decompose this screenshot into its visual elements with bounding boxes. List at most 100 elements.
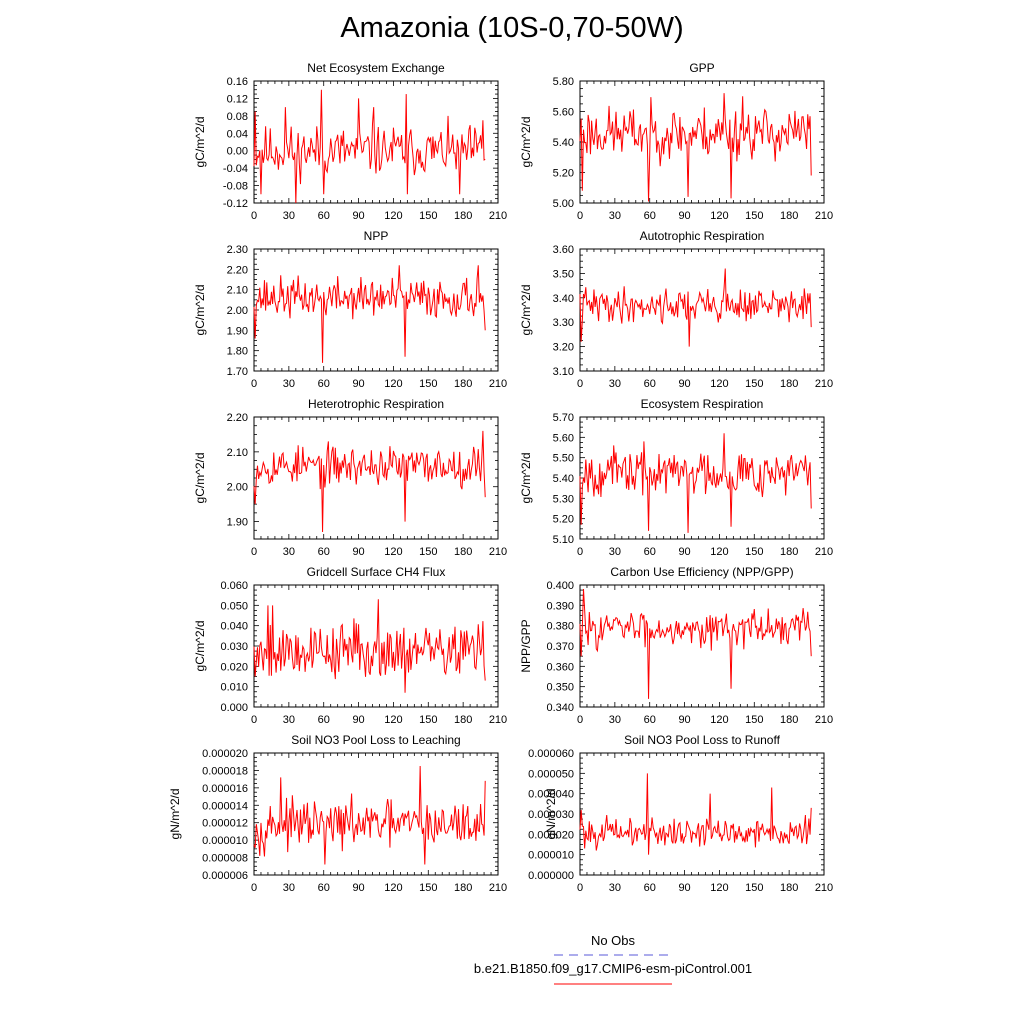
plot-6-ytick-label: 5.40	[553, 473, 574, 485]
plot-9-xtick-label: 60	[318, 882, 330, 894]
plot-6-xtick-label: 150	[745, 546, 763, 558]
plot-7: Gridcell Surface CH4 Flux gC/m^2/d 0 30 60 90…	[193, 565, 507, 726]
plot-2-ytick-label: 5.60	[553, 107, 574, 119]
plot-8-series-line	[579, 589, 812, 699]
plot-1-title: Net Ecosystem Exchange	[307, 61, 445, 75]
plot-8-xtick-label: 90	[678, 714, 690, 726]
plot-5-xtick-label: 210	[489, 546, 507, 558]
plot-5-ylabel: gC/m^2/d	[193, 453, 207, 504]
plot-7-ytick-label: 0.050	[220, 600, 248, 612]
plot-7-xtick-label: 150	[419, 714, 437, 726]
plot-10-title: Soil NO3 Pool Loss to Runoff	[624, 733, 781, 747]
plot-4-xtick-label: 60	[644, 378, 656, 390]
plot-3-xtick-label: 30	[283, 378, 295, 390]
plot-4-ytick-label: 3.50	[553, 268, 574, 280]
plot-1-xtick-label: 150	[419, 210, 437, 222]
plot-2-xtick-label: 60	[644, 210, 656, 222]
plot-4-xtick-label: 120	[710, 378, 728, 390]
plot-1-ytick-label: -0.08	[223, 181, 248, 193]
plot-2-xtick-label: 120	[710, 210, 728, 222]
plot-5-ytick-label: 2.00	[227, 482, 248, 494]
plot-7-ytick-label: 0.020	[220, 661, 248, 673]
plot-1-xtick-label: 180	[454, 210, 472, 222]
plot-10-ytick-label: 0.000040	[528, 789, 574, 801]
plot-5-xtick-label: 180	[454, 546, 472, 558]
plot-9-ytick-label: 0.000012	[202, 818, 248, 830]
plot-2-ylabel: gC/m^2/d	[519, 117, 533, 168]
plot-1-ytick-label: 0.04	[227, 128, 248, 140]
plot-10-ytick-label: 0.000020	[528, 829, 574, 841]
plot-8-ytick-label: 0.340	[546, 702, 574, 714]
plot-4-ytick-label: 3.20	[553, 342, 574, 354]
plot-4-ytick-label: 3.30	[553, 317, 574, 329]
plot-7-ytick-label: 0.040	[220, 621, 248, 633]
plot-3-ylabel: gC/m^2/d	[193, 285, 207, 336]
plot-10: Soil NO3 Pool Loss to Runoff gN/m^2/d 0 30 6…	[528, 733, 833, 894]
plot-1-xtick-label: 60	[318, 210, 330, 222]
plot-1-ylabel: gC/m^2/d	[193, 117, 207, 168]
plot-8-ylabel: NPP/GPP	[519, 619, 533, 672]
plot-7-ytick-label: 0.000	[220, 702, 248, 714]
plot-8-frame	[579, 584, 825, 708]
plot-7-ytick-label: 0.010	[220, 682, 248, 694]
plot-9-xtick-label: 180	[454, 882, 472, 894]
plot-10-xtick-label: 60	[644, 882, 656, 894]
plot-9-xtick-label: 0	[251, 882, 257, 894]
plot-1-xtick-label: 120	[384, 210, 402, 222]
main-title: Amazonia (10S-0,70-50W)	[340, 12, 684, 44]
plot-4: Autotrophic Respiration gC/m^2/d 0 30 60 90 12…	[519, 229, 833, 390]
plot-10-xtick-label: 30	[609, 882, 621, 894]
plot-6-ytick-label: 5.10	[553, 534, 574, 546]
plot-8-xtick-label: 210	[815, 714, 833, 726]
plot-10-xtick-label: 120	[710, 882, 728, 894]
plot-8-xtick-label: 120	[710, 714, 728, 726]
plot-4-xtick-label: 180	[780, 378, 798, 390]
plot-9-title: Soil NO3 Pool Loss to Leaching	[291, 733, 460, 747]
plot-9-xtick-label: 90	[352, 882, 364, 894]
plot-7-xtick-label: 0	[251, 714, 257, 726]
plot-5-ytick-label: 1.90	[227, 517, 248, 529]
plot-5-title: Heterotrophic Respiration	[308, 397, 444, 411]
plot-6-xtick-label: 60	[644, 546, 656, 558]
plot-8-xtick-label: 150	[745, 714, 763, 726]
plot-8-xtick-label: 0	[577, 714, 583, 726]
plot-1-xtick-label: 90	[352, 210, 364, 222]
plot-4-xtick-label: 0	[577, 378, 583, 390]
plot-5-xtick-label: 0	[251, 546, 257, 558]
plot-8: Carbon Use Efficiency (NPP/GPP) NPP/GPP 0 3…	[519, 565, 833, 726]
plot-7-ylabel: gC/m^2/d	[193, 621, 207, 672]
plot-6-ytick-label: 5.50	[553, 453, 574, 465]
plot-9-xtick-label: 120	[384, 882, 402, 894]
plot-4-ytick-label: 3.40	[553, 293, 574, 305]
plot-6-ytick-label: 5.60	[553, 432, 574, 444]
plot-3-ytick-label: 2.20	[227, 264, 248, 276]
plot-7-title: Gridcell Surface CH4 Flux	[307, 565, 446, 579]
plot-6-xtick-label: 30	[609, 546, 621, 558]
plot-8-title: Carbon Use Efficiency (NPP/GPP)	[610, 565, 793, 579]
plot-2-xtick-label: 30	[609, 210, 621, 222]
plot-6-series-line	[579, 433, 812, 533]
plot-3-xtick-label: 120	[384, 378, 402, 390]
plot-8-ytick-label: 0.380	[546, 621, 574, 633]
plot-8-ytick-label: 0.350	[546, 682, 574, 694]
plot-8-xtick-label: 180	[780, 714, 798, 726]
plot-10-xtick-label: 180	[780, 882, 798, 894]
plot-4-title: Autotrophic Respiration	[640, 229, 765, 243]
plot-10-ytick-label: 0.000030	[528, 809, 574, 821]
plot-1-ytick-label: -0.04	[223, 163, 248, 175]
plot-8-xtick-label: 30	[609, 714, 621, 726]
plot-5-frame	[253, 416, 499, 540]
plot-2-frame	[579, 80, 825, 204]
plot-9-ytick-label: 0.000014	[202, 800, 248, 812]
plot-2-ytick-label: 5.20	[553, 168, 574, 180]
plot-10-ylabel: gN/m^2/d	[544, 789, 558, 840]
plot-10-xtick-label: 0	[577, 882, 583, 894]
plot-5-ytick-label: 2.20	[227, 412, 248, 424]
plot-6-xtick-label: 0	[577, 546, 583, 558]
plot-9-ytick-label: 0.000020	[202, 748, 248, 760]
plot-2-title: GPP	[689, 61, 714, 75]
plot-5: Heterotrophic Respiration gC/m^2/d 0 30 60 90…	[193, 397, 507, 558]
plot-5-xtick-label: 30	[283, 546, 295, 558]
plot-9: Soil NO3 Pool Loss to Leaching gN/m^2/d 0 3…	[168, 733, 507, 894]
plot-7-xtick-label: 120	[384, 714, 402, 726]
